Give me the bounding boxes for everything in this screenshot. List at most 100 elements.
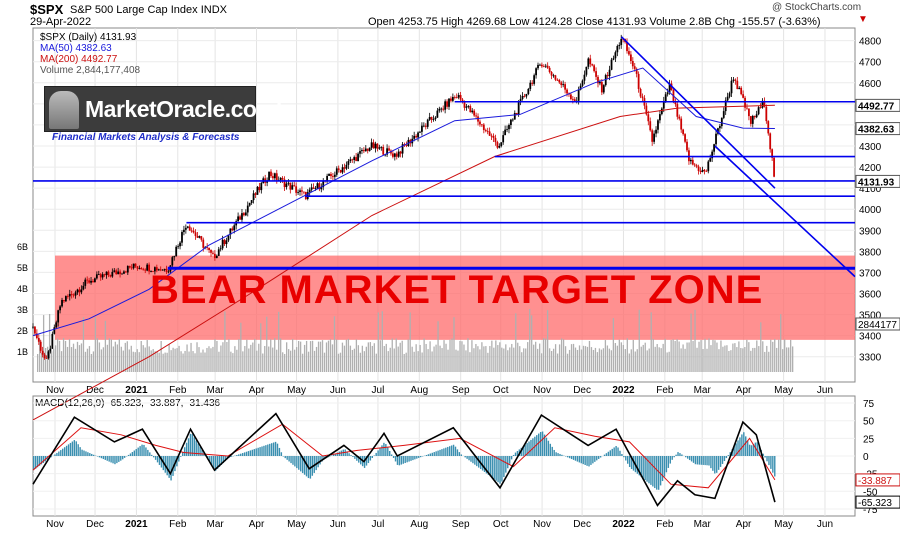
volume-bar xyxy=(335,339,338,372)
price-candle-body xyxy=(480,124,483,126)
macd-histogram-bar xyxy=(71,441,74,456)
macd-x-tick-label: 2021 xyxy=(125,519,148,530)
volume-bar xyxy=(570,344,573,372)
macd-histogram-bar xyxy=(431,452,433,456)
price-candle-body xyxy=(693,164,696,166)
volume-bar xyxy=(754,347,756,372)
price-candle-body xyxy=(289,182,292,190)
macd-histogram-bar xyxy=(450,445,453,456)
volume-bar xyxy=(411,346,413,372)
macd-x-tick-label: 2022 xyxy=(612,519,635,530)
macd-histogram-bar xyxy=(168,456,170,478)
price-candle-body xyxy=(600,81,603,93)
price-candle-body xyxy=(546,65,549,68)
price-candle-body xyxy=(364,148,367,152)
macd-histogram-bar xyxy=(112,456,114,464)
price-candle-body xyxy=(111,271,114,277)
volume-bar xyxy=(698,341,700,372)
price-candle-body xyxy=(434,117,437,120)
macd-histogram-bar xyxy=(758,446,760,456)
volume-bar xyxy=(150,350,152,372)
volume-bar xyxy=(624,349,626,372)
macd-histogram-bar xyxy=(584,456,586,465)
macd-histogram-bar xyxy=(189,433,192,456)
macd-histogram-bar xyxy=(373,455,375,456)
legend-volume: Volume 2,844,177,408 xyxy=(40,65,141,76)
macd-histogram-bar xyxy=(321,456,323,462)
volume-bar xyxy=(463,344,465,372)
price-candle-body xyxy=(409,139,412,144)
macd-histogram-bar xyxy=(754,442,757,456)
price-candle-body xyxy=(355,157,358,162)
price-candle-body xyxy=(192,230,195,233)
volume-bar xyxy=(136,349,138,372)
macd-histogram-bar xyxy=(58,451,60,456)
macd-histogram-bar xyxy=(106,456,108,461)
macd-histogram-bar xyxy=(369,456,372,461)
macd-y-tick-label: -75 xyxy=(863,505,878,516)
macd-histogram-bar xyxy=(104,456,106,460)
macd-histogram-bar xyxy=(178,456,180,462)
macd-histogram-bar xyxy=(659,456,662,486)
volume-bar xyxy=(706,348,708,372)
macd-histogram-bar xyxy=(220,456,223,465)
volume-bar xyxy=(160,341,162,372)
macd-histogram-bar xyxy=(69,442,72,456)
macd-histogram-bar xyxy=(621,453,623,456)
macd-histogram-bar xyxy=(280,452,283,456)
macd-histogram-bar xyxy=(586,456,588,466)
price-candle-body xyxy=(57,310,60,323)
volume-bar xyxy=(720,340,722,372)
volume-bar xyxy=(704,338,706,372)
volume-bar xyxy=(525,348,527,372)
macd-x-tick-label: Oct xyxy=(493,519,509,530)
price-candle-body xyxy=(349,159,352,162)
macd-histogram-bar xyxy=(677,452,679,456)
price-candle-body xyxy=(184,227,187,230)
macd-histogram-bar xyxy=(576,456,579,462)
macd-histogram-bar xyxy=(286,456,288,460)
macd-histogram-bar xyxy=(596,456,598,461)
macd-histogram-bar xyxy=(470,456,472,462)
volume-bar xyxy=(493,347,495,372)
macd-histogram-bar xyxy=(79,447,81,456)
macd-histogram-bar xyxy=(236,455,238,456)
price-candle-body xyxy=(633,66,636,69)
price-candle-body xyxy=(701,169,704,172)
price-candle-body xyxy=(314,188,317,190)
macd-histogram-bar xyxy=(212,456,215,469)
volume-bar xyxy=(375,353,377,372)
price-candle-body xyxy=(165,268,168,272)
macd-histogram-bar xyxy=(644,456,646,481)
volume-bar xyxy=(784,339,786,372)
volume-bar xyxy=(558,344,561,372)
volume-bar xyxy=(666,352,668,372)
price-y-tick-label: 4000 xyxy=(859,205,882,216)
macd-histogram-bar xyxy=(597,456,600,459)
volume-bar xyxy=(782,349,784,372)
volume-bar xyxy=(266,316,268,372)
volume-bar xyxy=(541,353,543,372)
volume-bar xyxy=(786,347,788,372)
volume-bar xyxy=(114,341,116,372)
macd-histogram-bar xyxy=(483,456,486,472)
macd-histogram-bar xyxy=(667,456,670,468)
price-candle-body xyxy=(285,183,288,188)
macd-histogram-bar xyxy=(719,456,722,467)
volume-bar xyxy=(307,351,310,372)
price-candle-body xyxy=(59,306,61,311)
price-candle-body xyxy=(542,66,545,68)
price-candle-body xyxy=(47,351,50,359)
volume-bar xyxy=(664,338,666,372)
volume-bar xyxy=(202,349,204,372)
macd-histogram-bar xyxy=(685,456,687,458)
macd-histogram-bar xyxy=(410,456,412,461)
price-candle-body xyxy=(504,129,507,136)
macd-histogram-bar xyxy=(489,456,492,477)
macd-histogram-bar xyxy=(383,442,385,456)
volume-bar xyxy=(246,339,248,372)
volume-bar xyxy=(254,338,256,372)
macd-histogram-bar xyxy=(499,456,501,484)
price-candle-body xyxy=(697,166,700,172)
price-candle-body xyxy=(368,147,371,151)
